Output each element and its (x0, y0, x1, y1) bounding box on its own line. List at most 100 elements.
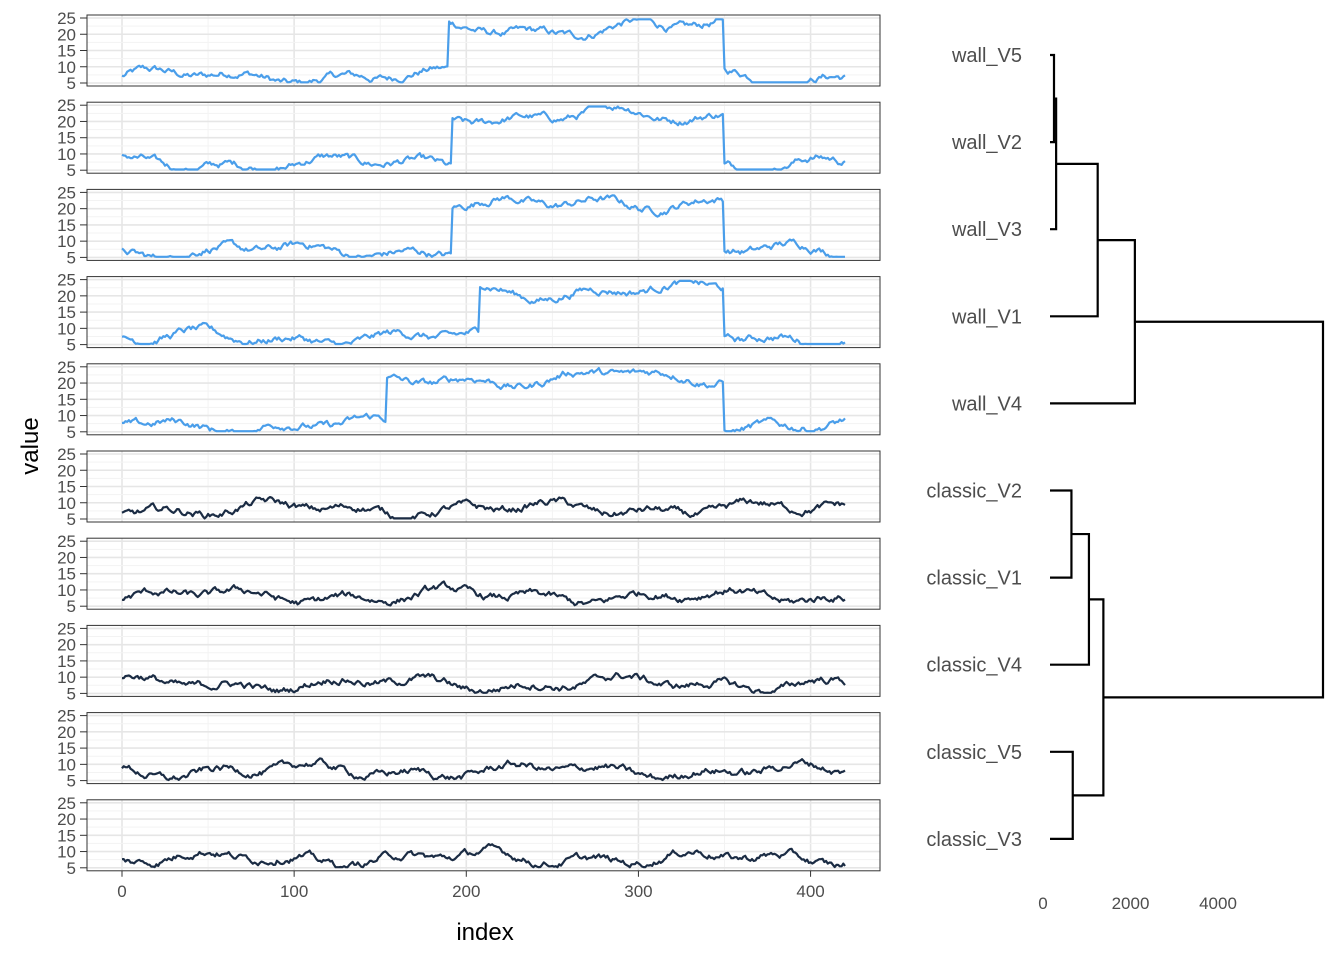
y-tick-label: 5 (67, 161, 76, 180)
y-tick-label: 20 (57, 548, 76, 567)
y-tick-label: 10 (57, 581, 76, 600)
y-tick-label: 25 (57, 271, 76, 290)
y-tick-label: 5 (67, 772, 76, 791)
y-tick-label: 15 (57, 478, 76, 497)
leaf-label-wall_V1: wall_V1 (951, 306, 1022, 328)
y-tick-label: 25 (57, 532, 76, 551)
panel-border (86, 363, 881, 436)
x-tick-label: 0 (117, 882, 126, 901)
y-tick-label: 10 (57, 145, 76, 164)
x-axis-title: index (456, 919, 513, 946)
y-tick-label: 15 (57, 390, 76, 409)
y-tick-label: 10 (57, 494, 76, 513)
y-tick-label: 25 (57, 96, 76, 115)
dendrogram-branch-m1 (1050, 53, 1056, 144)
x-axis: 0 100 200 300 400 (117, 870, 825, 901)
y-axis-title: value (17, 417, 44, 474)
panel-border (86, 712, 881, 785)
y-tick-label: 20 (57, 374, 76, 393)
series-line-wall_V2 (121, 105, 846, 171)
leaf-label-wall_V4: wall_V4 (951, 393, 1022, 415)
panel-border (86, 537, 881, 610)
y-tick-label: 5 (67, 423, 76, 442)
y-tick-label: 15 (57, 652, 76, 671)
dendrogram-branch-m9 (1103, 320, 1325, 699)
y-tick-label: 25 (57, 619, 76, 638)
y-tick-label: 10 (57, 407, 76, 426)
y-tick-label: 25 (57, 445, 76, 464)
y-tick-label: 15 (57, 303, 76, 322)
leaf-label-classic_V2: classic_V2 (926, 481, 1022, 503)
y-tick-label: 20 (57, 200, 76, 219)
panel-border (86, 799, 881, 872)
leaf-label-wall_V2: wall_V2 (951, 132, 1022, 154)
y-tick-label: 15 (57, 42, 76, 61)
panel-border (86, 14, 881, 87)
y-tick-label: 5 (67, 248, 76, 267)
dendrogram-tick-label: 4000 (1199, 894, 1237, 913)
y-tick-label: 25 (57, 794, 76, 813)
dendrogram-branch-m6 (1050, 532, 1091, 666)
leaf-label-wall_V3: wall_V3 (951, 219, 1022, 241)
series-line-classic_V4 (121, 672, 846, 694)
y-tick-label: 10 (57, 843, 76, 862)
y-tick-label: 25 (57, 358, 76, 377)
y-tick-label: 20 (57, 461, 76, 480)
leaf-label-classic_V1: classic_V1 (926, 568, 1022, 590)
x-tick-label: 400 (796, 882, 824, 901)
y-tick-label: 10 (57, 232, 76, 251)
series-line-classic_V2 (121, 496, 846, 520)
y-tick-label: 20 (57, 810, 76, 829)
panel-border (86, 624, 881, 697)
y-tick-label: 5 (67, 859, 76, 878)
series-line-wall_V5 (121, 18, 846, 84)
y-tick-label: 15 (57, 216, 76, 235)
y-tick-label: 25 (57, 9, 76, 28)
dendrogram-branch-m7 (1050, 750, 1074, 840)
y-tick-label: 20 (57, 112, 76, 131)
y-tick-label: 20 (57, 723, 76, 742)
y-tick-label: 20 (57, 636, 76, 655)
series-line-wall_V1 (121, 279, 846, 346)
leaf-label-classic_V5: classic_V5 (926, 742, 1022, 764)
dendrogram-branch-m5 (1050, 489, 1073, 579)
y-tick-label: 5 (67, 510, 76, 529)
panel-border (86, 188, 881, 261)
series-line-wall_V3 (121, 194, 845, 258)
y-tick-label: 10 (57, 755, 76, 774)
series-line-classic_V3 (121, 843, 846, 869)
panel-border (86, 276, 881, 349)
y-tick-label: 20 (57, 287, 76, 306)
series-line-classic_V1 (121, 580, 846, 607)
dendrogram-branch-m4 (1050, 238, 1136, 405)
y-tick-label: 10 (57, 58, 76, 77)
series-line-wall_V4 (121, 367, 846, 433)
y-tick-label: 5 (67, 684, 76, 703)
y-tick-label: 5 (67, 336, 76, 355)
y-tick-label: 5 (67, 74, 76, 93)
y-tick-label: 25 (57, 183, 76, 202)
x-tick-label: 300 (624, 882, 652, 901)
y-tick-label: 10 (57, 668, 76, 687)
x-tick-label: 200 (452, 882, 480, 901)
y-tick-label: 15 (57, 565, 76, 584)
leaf-label-classic_V4: classic_V4 (926, 655, 1022, 677)
dendrogram: wall_V5 wall_V2 wall_V3 wall_V1 wall_V4class… (926, 45, 1325, 913)
series-line-classic_V5 (121, 757, 846, 782)
y-tick-label: 5 (67, 597, 76, 616)
y-tick-label: 15 (57, 129, 76, 148)
x-tick-label: 100 (280, 882, 308, 901)
y-tick-label: 15 (57, 739, 76, 758)
leaf-label-classic_V3: classic_V3 (926, 829, 1022, 851)
panel-border (86, 101, 881, 174)
